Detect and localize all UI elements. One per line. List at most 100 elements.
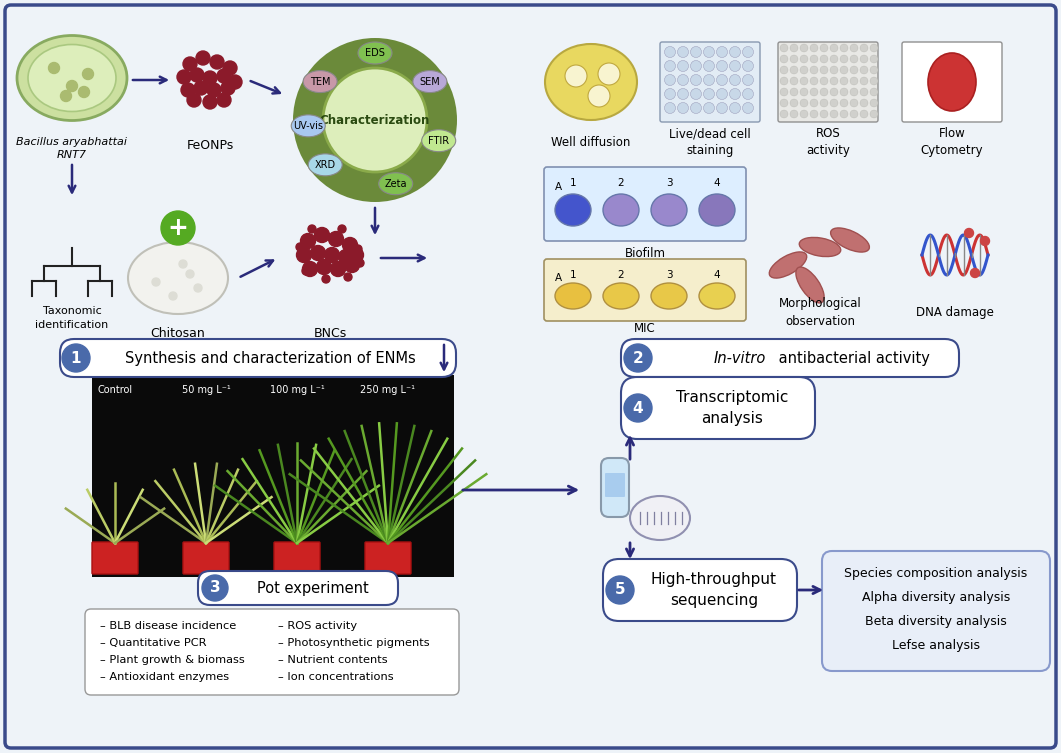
Circle shape [780,77,788,85]
Circle shape [329,231,344,246]
Text: antibacterial activity: antibacterial activity [775,350,929,365]
Circle shape [790,88,798,96]
Circle shape [800,99,808,107]
Ellipse shape [28,44,116,111]
Circle shape [182,57,197,71]
Text: FeONPs: FeONPs [187,139,233,151]
Circle shape [67,81,77,92]
Circle shape [800,110,808,118]
Circle shape [820,66,828,74]
Circle shape [810,77,818,85]
Circle shape [840,99,848,107]
Circle shape [49,62,59,74]
Circle shape [790,44,798,52]
Circle shape [194,284,202,292]
FancyBboxPatch shape [621,377,815,439]
Text: – Plant growth & biomass: – Plant growth & biomass [100,655,245,665]
Circle shape [566,65,587,87]
Circle shape [850,77,858,85]
Circle shape [850,66,858,74]
Circle shape [161,211,195,245]
Text: FTIR: FTIR [429,136,449,145]
Circle shape [190,68,204,82]
Circle shape [703,102,714,114]
Circle shape [780,44,788,52]
Circle shape [870,77,879,85]
Text: 5: 5 [614,583,625,597]
Circle shape [870,99,879,107]
Circle shape [810,88,818,96]
Text: Live/dead cell
staining: Live/dead cell staining [669,127,751,157]
Circle shape [300,233,315,248]
Circle shape [194,81,208,95]
Circle shape [588,85,610,107]
Text: Alpha diversity analysis: Alpha diversity analysis [862,590,1010,603]
Circle shape [60,90,71,102]
Circle shape [860,77,868,85]
Circle shape [302,267,310,275]
FancyBboxPatch shape [274,542,320,574]
Circle shape [780,99,788,107]
Circle shape [800,66,808,74]
Circle shape [870,88,879,96]
FancyBboxPatch shape [660,42,760,122]
Circle shape [800,55,808,63]
FancyBboxPatch shape [198,571,398,605]
Text: DNA damage: DNA damage [916,306,994,319]
Circle shape [330,261,346,276]
Circle shape [743,102,753,114]
Circle shape [840,77,848,85]
Circle shape [210,55,224,69]
Circle shape [678,75,689,86]
FancyBboxPatch shape [902,42,1002,122]
Text: 4: 4 [714,270,720,280]
Circle shape [314,227,330,242]
Circle shape [311,245,326,261]
Text: RNT7: RNT7 [57,150,87,160]
FancyBboxPatch shape [621,339,959,377]
Circle shape [810,66,818,74]
Circle shape [830,44,838,52]
Ellipse shape [699,194,735,226]
Circle shape [218,93,231,107]
Circle shape [678,102,689,114]
Text: 50 mg L⁻¹: 50 mg L⁻¹ [181,385,230,395]
Text: 250 mg L⁻¹: 250 mg L⁻¹ [361,385,416,395]
Circle shape [810,99,818,107]
Circle shape [325,248,340,263]
Circle shape [820,99,828,107]
Text: TEM: TEM [310,77,330,87]
Circle shape [218,69,231,83]
Circle shape [820,44,828,52]
Circle shape [870,66,879,74]
Text: XRD: XRD [315,160,335,170]
Circle shape [790,55,798,63]
Circle shape [179,260,187,268]
Circle shape [730,60,741,72]
Text: – Photosynthetic pigments: – Photosynthetic pigments [278,638,430,648]
FancyBboxPatch shape [601,458,629,517]
Circle shape [228,75,242,89]
Circle shape [730,75,741,86]
Circle shape [790,66,798,74]
Circle shape [820,55,828,63]
Circle shape [356,259,364,267]
Text: A: A [555,182,562,192]
Circle shape [800,44,808,52]
Circle shape [83,69,93,80]
Text: – ROS activity: – ROS activity [278,621,358,631]
Circle shape [703,89,714,99]
Ellipse shape [303,71,337,93]
Circle shape [790,110,798,118]
FancyBboxPatch shape [544,167,746,241]
Ellipse shape [651,194,688,226]
Ellipse shape [308,154,343,176]
Circle shape [354,245,362,253]
Circle shape [810,110,818,118]
Circle shape [152,278,160,286]
Ellipse shape [358,42,392,64]
Text: A: A [555,273,562,283]
Text: Bacillus aryabhattai: Bacillus aryabhattai [17,137,127,147]
Circle shape [860,66,868,74]
Text: 100 mg L⁻¹: 100 mg L⁻¹ [269,385,325,395]
